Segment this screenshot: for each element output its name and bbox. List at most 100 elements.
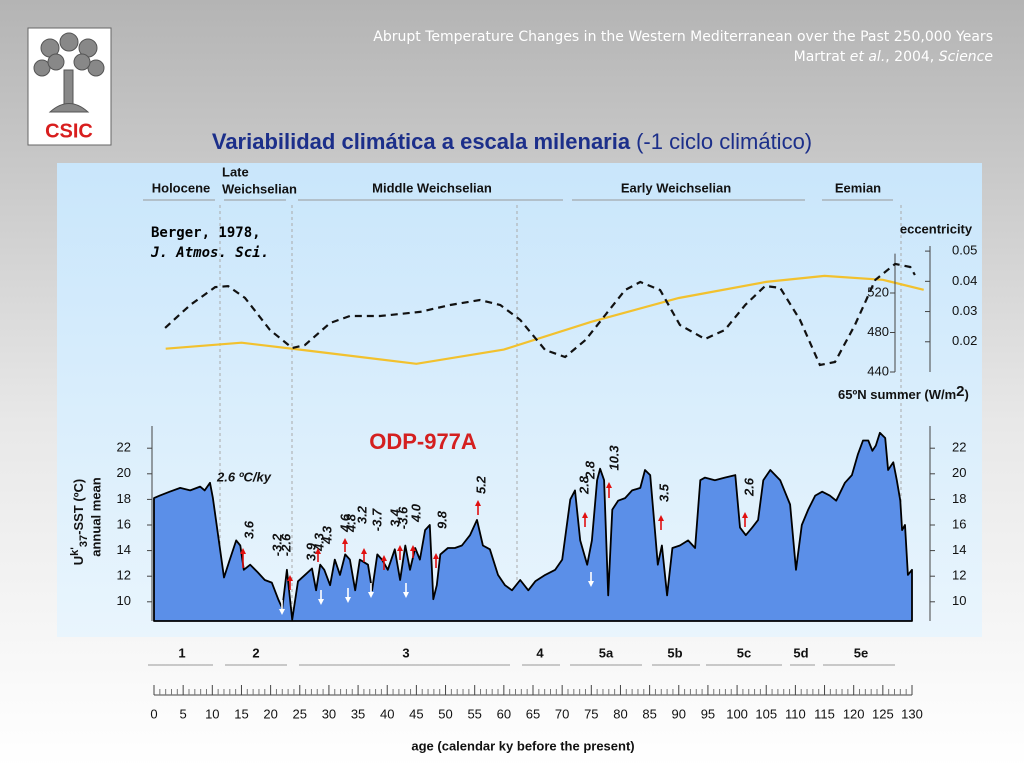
t: -SST (ºC)	[71, 479, 86, 535]
y-tick-label: 16	[952, 516, 966, 531]
x-tick-label: 40	[380, 706, 394, 721]
cooling-arrow-head	[368, 592, 374, 598]
header-title: Abrupt Temperature Changes in the Wester…	[373, 29, 993, 45]
t: 65ºN summer (W/m	[838, 387, 956, 402]
annotations: 2.6 ºC/ky 3.6-3.2-2.6 3.94.34.34.64.83.2-…	[216, 445, 756, 615]
rate-label: 10.3	[606, 445, 621, 471]
header-citation: Martrat et al., 2004, Science	[794, 49, 993, 65]
warming-arrow-head	[240, 548, 246, 554]
title-main: Variabilidad climática a escala milenari…	[212, 129, 631, 154]
x-tick-label: 100	[726, 706, 748, 721]
rate-label: 4.3	[311, 532, 326, 552]
y-tick-label: 18	[952, 491, 966, 506]
warming-arrow-head	[287, 575, 293, 581]
rate-label: 3.2	[354, 505, 369, 524]
mis-label: 4	[536, 645, 544, 660]
rate-label: 3.9	[303, 542, 318, 561]
x-tick-label: 70	[555, 706, 569, 721]
x-tick-label: 10	[205, 706, 219, 721]
y-tick-label: 14	[117, 542, 131, 557]
rate-label: 5.2	[473, 475, 488, 494]
y-tick-label: 0.03	[952, 303, 977, 318]
warming-arrow-head	[397, 545, 403, 551]
warming-arrow-head	[342, 538, 348, 544]
sst-area	[153, 431, 913, 622]
x-tick-label: 130	[901, 706, 923, 721]
mis-labels: 1 2 3 4 5a 5b 5c 5d 5e	[148, 645, 895, 666]
rate-label: 2.6	[741, 477, 756, 497]
warming-arrow-head	[658, 515, 664, 521]
core-label: ODP-977A	[369, 429, 477, 454]
warming-arrow-head	[315, 548, 321, 554]
x-tick-label: 50	[438, 706, 452, 721]
mis-label: 1	[178, 645, 185, 660]
x-tick-label: 115	[814, 706, 835, 721]
x-tick-label: 20	[263, 706, 277, 721]
t: U	[71, 556, 86, 565]
insolation-line	[164, 262, 916, 367]
stage: Late	[222, 164, 249, 179]
t: 37	[78, 535, 90, 547]
plots: 0.020.030.040.05440480520101214161820221…	[117, 243, 978, 722]
cooling-arrow-head	[318, 599, 324, 605]
stage: Holocene	[152, 180, 211, 195]
y-tick-label: 0.04	[952, 273, 977, 288]
x-tick-label: 120	[843, 706, 865, 721]
x-tick-label: 105	[755, 706, 777, 721]
year: , 2004,	[885, 49, 938, 65]
x-tick-label: 45	[409, 706, 423, 721]
y-tick-label: 10	[952, 593, 966, 608]
mis-label: 3	[402, 645, 409, 660]
cooling-arrow-head	[588, 581, 594, 587]
x-axis-title: age (calendar ky before the present)	[411, 738, 634, 753]
journal: Science	[939, 49, 993, 65]
mis-label: 5c	[737, 645, 751, 660]
t: k'	[69, 547, 81, 556]
x-tick-label: 80	[613, 706, 627, 721]
y-tick-label: 440	[867, 363, 889, 378]
rate-label: 4.6	[337, 513, 352, 533]
y-tick-label: 14	[952, 542, 966, 557]
y-tick-label: 18	[117, 491, 131, 506]
x-tick-label: 125	[872, 706, 894, 721]
stage: Weichselian	[222, 181, 297, 196]
y-tick-label: 0.02	[952, 333, 977, 348]
y-tick-label: 10	[117, 593, 131, 608]
reference: J. Atmos. Sci.	[150, 245, 269, 261]
rate-label: 2.6 ºC/ky	[216, 469, 272, 484]
y-tick-label: 480	[867, 324, 889, 339]
y-tick-label: 22	[117, 440, 131, 455]
rate-label: 4.3	[319, 525, 334, 545]
title-note: (-1 ciclo climático)	[636, 129, 812, 154]
slide-title: Variabilidad climática a escala milenari…	[212, 129, 812, 154]
y-tick-label: 12	[117, 568, 131, 583]
logo: CSIC	[27, 27, 112, 146]
stage: Eemian	[835, 180, 881, 195]
warming-arrow-head	[582, 512, 588, 518]
logo-text: CSIC	[45, 120, 93, 142]
stage-labels: Holocene Late Weichselian Middle Weichse…	[143, 164, 893, 201]
x-tick-label: 65	[526, 706, 540, 721]
x-tick-label: 55	[467, 706, 481, 721]
rate-label: -3.7	[369, 508, 384, 531]
et-al: et al.	[850, 49, 885, 65]
mis-label: 5e	[854, 645, 868, 660]
x-tick-label: 15	[234, 706, 248, 721]
authors: Martrat	[794, 49, 850, 65]
warming-arrow-head	[381, 555, 387, 561]
sst-axis-label-2: annual mean	[88, 477, 103, 557]
rate-label: -2.6	[278, 533, 293, 556]
insol-axis-label: 65ºN summer (W/m2)	[838, 383, 969, 402]
rate-label: 2.8	[576, 475, 591, 495]
cooling-arrow-head	[279, 609, 285, 615]
y-tick-label: 12	[952, 568, 966, 583]
cooling-arrow-head	[345, 597, 351, 603]
x-tick-label: 60	[497, 706, 511, 721]
x-tick-label: 75	[584, 706, 598, 721]
warming-arrow-head	[433, 553, 439, 559]
rate-label: -3.2	[269, 533, 284, 556]
x-tick-label: 30	[322, 706, 336, 721]
mis-label: 5b	[667, 645, 682, 660]
x-tick-label: 95	[701, 706, 715, 721]
